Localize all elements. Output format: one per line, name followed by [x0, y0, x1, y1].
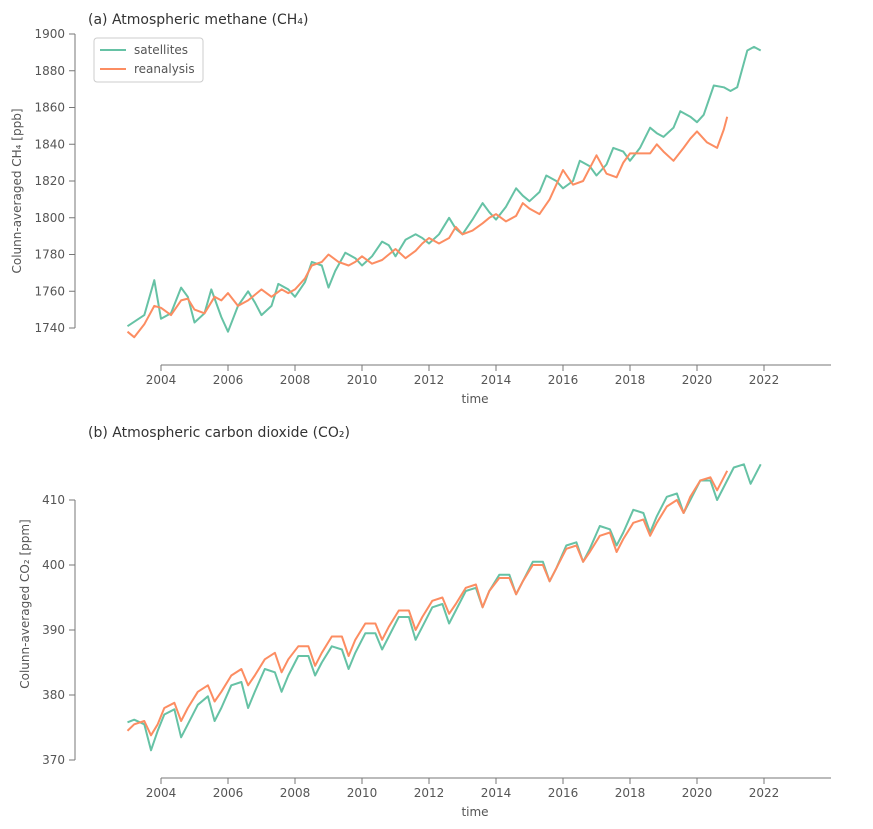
- co2-y-tick-label: 380: [42, 688, 65, 702]
- co2-y-axis-label: Colunn-averaged CO₂ [ppm]: [18, 519, 32, 689]
- co2-x-tick-label: 2018: [615, 786, 646, 800]
- methane-x-tick-label: 2008: [280, 373, 311, 387]
- methane-y-tick-label: 1840: [34, 137, 65, 151]
- methane-x-tick-label: 2022: [749, 373, 780, 387]
- methane-line-reanalysis: [126, 116, 729, 339]
- co2-x-tick-label: 2006: [213, 786, 244, 800]
- co2-y-tick-label: 390: [42, 623, 65, 637]
- methane-x-tick-label: 2012: [414, 373, 445, 387]
- co2-line-reanalysis: [126, 470, 729, 737]
- co2-y-tick-label: 370: [42, 753, 65, 767]
- co2-y-tick-label: 410: [42, 493, 65, 507]
- methane-y-tick-label: 1820: [34, 174, 65, 188]
- methane-y-tick-label: 1900: [34, 27, 65, 41]
- co2-x-tick-label: 2004: [146, 786, 177, 800]
- co2-x-tick-label: 2022: [749, 786, 780, 800]
- methane-y-tick-label: 1880: [34, 64, 65, 78]
- co2-x-tick-label: 2012: [414, 786, 445, 800]
- co2-x-tick-label: 2010: [347, 786, 378, 800]
- methane-line-satellites: [126, 45, 762, 333]
- co2-x-tick-label: 2020: [682, 786, 713, 800]
- co2-x-ticks: 2004 2006 2008 2010 2012 2014 2016 2018 2020 2022: [146, 778, 780, 800]
- co2-chart-title: (b) Atmospheric carbon dioxide (CO₂): [88, 425, 350, 441]
- methane-chart-title: (a) Atmospheric methane (CH₄): [88, 12, 308, 28]
- methane-x-tick-label: 2004: [146, 373, 177, 387]
- methane-x-tick-label: 2006: [213, 373, 244, 387]
- legend-label-reanalysis: reanalysis: [134, 62, 195, 76]
- co2-x-axis-label: time: [461, 805, 488, 819]
- panel-methane: (a) Atmospheric methane (CH₄) 1740176017…: [10, 12, 831, 406]
- methane-y-axis-label: Colunn-averaged CH₄ [ppb]: [10, 109, 24, 274]
- co2-y-ticks: 370 380 390 400 410: [42, 493, 75, 767]
- methane-series: [126, 45, 762, 339]
- co2-series: [126, 463, 762, 752]
- methane-y-tick-label: 1760: [34, 284, 65, 298]
- methane-x-tick-label: 2016: [548, 373, 579, 387]
- co2-x-tick-label: 2016: [548, 786, 579, 800]
- methane-x-tick-label: 2018: [615, 373, 646, 387]
- co2-line-satellites: [127, 463, 762, 752]
- methane-x-tick-label: 2014: [481, 373, 512, 387]
- co2-x-tick-label: 2014: [481, 786, 512, 800]
- co2-x-tick-label: 2008: [280, 786, 311, 800]
- methane-y-tick-label: 1800: [34, 211, 65, 225]
- methane-x-axis-label: time: [461, 392, 488, 406]
- methane-legend: satellites reanalysis: [93, 37, 204, 83]
- methane-y-tick-label: 1740: [34, 321, 65, 335]
- methane-x-tick-label: 2010: [347, 373, 378, 387]
- methane-x-tick-label: 2020: [682, 373, 713, 387]
- methane-y-ticks: 1740 1760 1780 1800 1820 1840 1860 1880 1900: [34, 27, 75, 335]
- legend-label-satellites: satellites: [134, 43, 188, 57]
- methane-x-ticks: 2004 2006 2008 2010 2012 2014 2016 2018 2020 2022: [146, 365, 780, 387]
- co2-y-tick-label: 400: [42, 558, 65, 572]
- panel-carbon-dioxide: (b) Atmospheric carbon dioxide (CO₂) 370…: [18, 425, 831, 819]
- methane-y-tick-label: 1780: [34, 248, 65, 262]
- methane-y-tick-label: 1860: [34, 101, 65, 115]
